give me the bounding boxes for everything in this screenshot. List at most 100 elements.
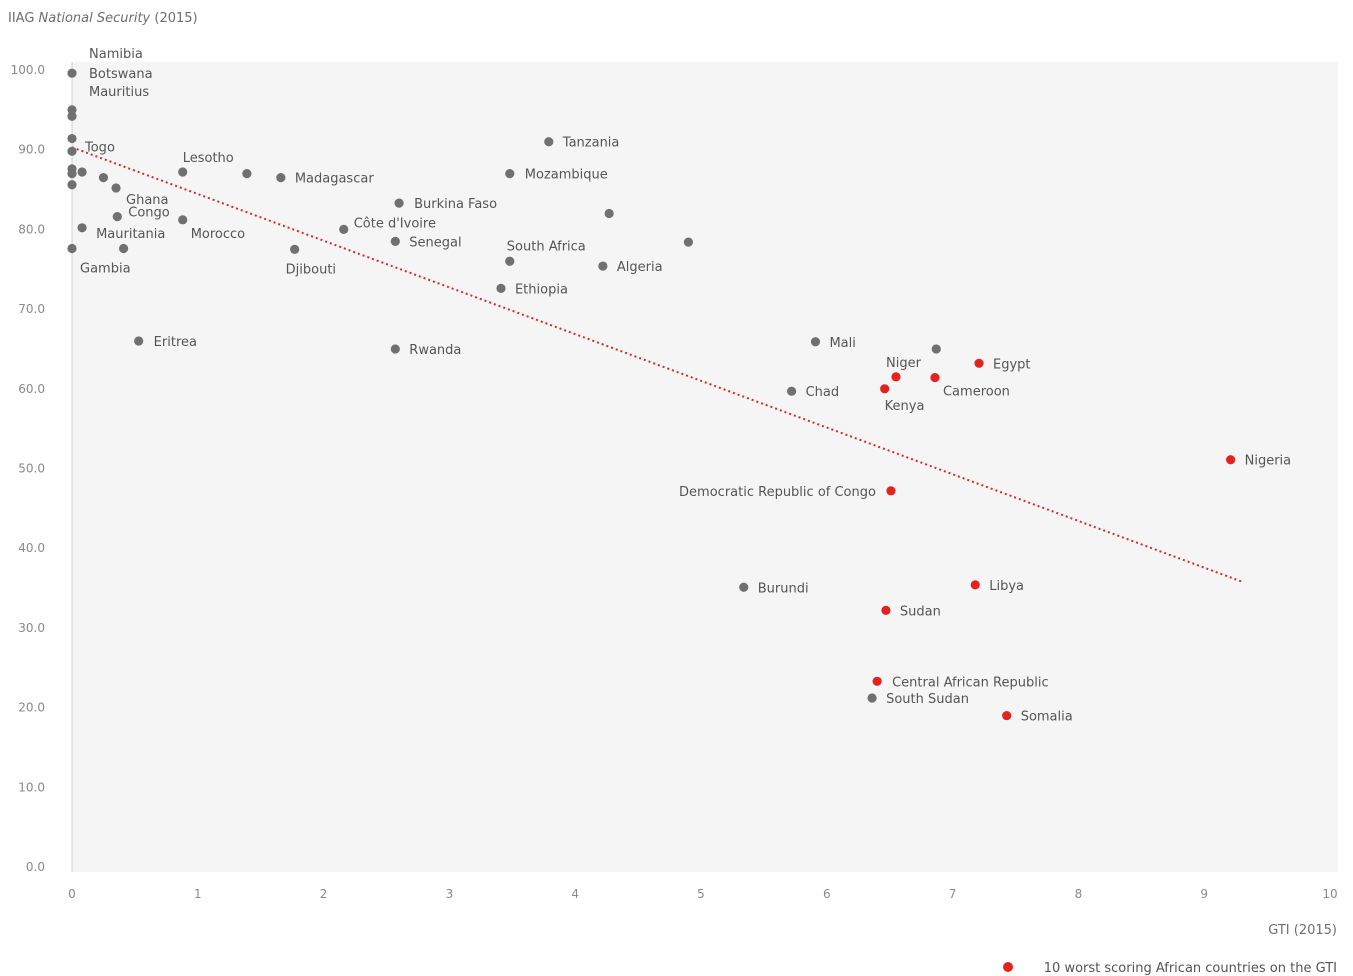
y-tick-label: 10.0 [18,780,45,794]
plot-area [72,62,1338,872]
highlight-point [872,676,882,686]
data-point [390,236,400,246]
point-label: South Sudan [886,692,969,707]
point-label: Chad [806,385,840,400]
highlight-point [1002,710,1012,721]
x-tick-labels: 0 1 2 3 4 5 6 7 8 9 10 [68,887,1337,901]
data-points [67,68,1236,721]
y-tick-label: 60.0 [18,382,45,396]
data-point [67,180,77,190]
data-point [178,215,188,225]
point-label: Gambia [80,262,131,277]
data-point [67,146,77,156]
point-label: Eritrea [154,335,197,350]
legend-text: 10 worst scoring African countries on th… [1044,961,1337,976]
x-tick-label: 10 [1322,887,1337,901]
point-label: Côte d'Ivoire [354,216,436,231]
point-label: Algeria [617,260,663,275]
point-label: Somalia [1021,710,1073,725]
point-label: Cameroon [943,385,1010,400]
x-tick-label: 9 [1200,887,1208,901]
x-tick-label: 1 [194,887,202,901]
data-point [339,224,349,234]
point-label: Burundi [758,581,809,596]
data-point [604,208,614,219]
point-label: Niger [886,356,922,371]
highlight-point [974,358,984,368]
point-label: Central African Republic [892,675,1048,690]
point-label: Mali [829,336,855,351]
data-point [77,223,87,233]
x-tick-label: 6 [823,887,831,901]
point-label: Lesotho [183,151,234,166]
data-point [98,172,109,183]
point-label: Ghana [126,193,169,208]
data-point [683,237,694,247]
data-point [505,256,515,266]
y-tick-label: 90.0 [18,143,45,157]
data-point [276,172,286,183]
data-point [390,344,400,354]
data-point [67,169,77,179]
data-point [134,336,144,346]
point-label: Namibia [89,47,143,62]
highlight-point [930,373,940,383]
legend: 10 worst scoring African countries on th… [1003,961,1337,976]
x-tick-label: 2 [320,887,328,901]
point-label: Burkina Faso [414,197,497,212]
point-label: Rwanda [409,343,461,358]
point-label: Ethiopia [515,282,568,297]
data-point [496,283,506,293]
data-point [394,198,404,208]
point-label: Botswana [89,67,153,82]
data-point [118,243,129,254]
point-label: Morocco [191,227,245,242]
point-label: Mozambique [525,168,608,183]
data-point [111,183,121,193]
point-label: Tanzania [562,136,620,151]
x-tick-label: 3 [446,887,454,901]
x-tick-label: 8 [1075,887,1083,901]
y-tick-label: 40.0 [18,541,45,555]
data-point [786,386,797,396]
point-label: Kenya [885,399,925,414]
data-point [867,693,877,703]
data-point [931,344,941,354]
x-tick-label: 7 [949,887,957,901]
x-axis-title: GTI (2015) [1268,923,1337,938]
point-label: South Africa [507,239,586,254]
x-tick-label: 5 [697,887,705,901]
x-tick-label: 0 [68,887,76,901]
data-point [67,68,77,78]
data-point [739,582,749,592]
x-tick-label: 4 [571,887,579,901]
point-label: Madagascar [295,172,375,187]
point-label: Democratic Republic of Congo [679,485,876,500]
data-point [505,169,515,179]
point-label: Libya [989,579,1024,594]
data-point [67,111,77,121]
point-label: Djibouti [286,262,336,277]
data-point [67,133,77,144]
point-label: Sudan [900,604,941,619]
highlight-point [1226,455,1236,465]
point-label: Togo [84,140,115,155]
data-point [77,167,87,177]
legend-marker [1003,962,1013,972]
y-tick-label: 80.0 [18,222,45,236]
y-tick-label: 50.0 [18,462,45,476]
point-label: Mauritius [89,85,149,100]
highlight-point [886,486,896,496]
point-label: Egypt [993,357,1031,372]
y-tick-labels: 0.0 10.0 20.0 30.0 40.0 50.0 60.0 70.0 80.0 90.0 1… [11,63,45,874]
data-point [67,243,77,254]
data-point [67,105,77,115]
y-tick-label: 70.0 [18,302,45,316]
data-point [112,212,122,222]
point-labels: Eritrea Madagascar Senegal Rwanda Burkina Fa… [80,47,1291,724]
point-label: Congo [128,206,170,221]
highlight-point [880,384,890,394]
data-point [598,261,608,271]
highlight-point [881,605,891,615]
highlight-point [970,580,980,590]
